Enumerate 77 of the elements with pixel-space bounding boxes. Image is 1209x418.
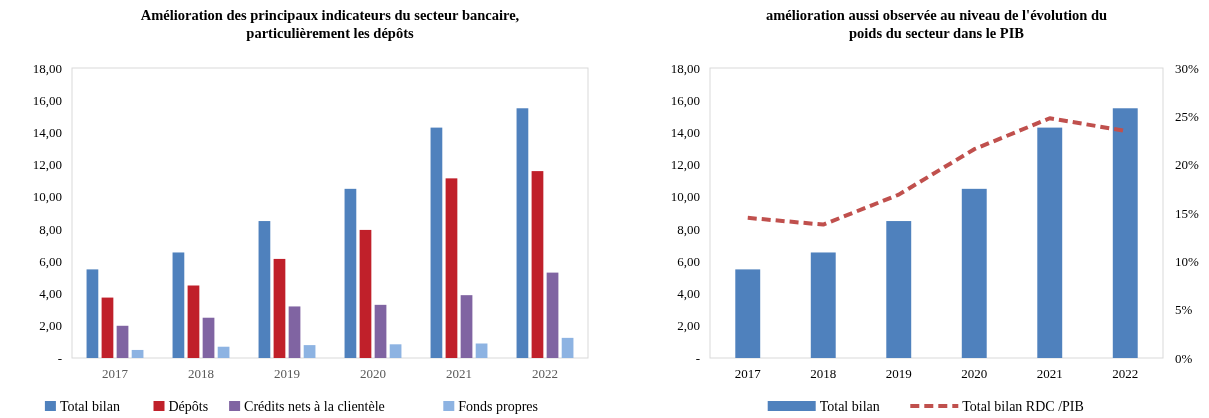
legend-label: Dépôts [168, 398, 209, 414]
y-tick-label: 12,00 [670, 157, 700, 173]
chart-title: amélioration aussi observée au niveau de l'évolution du poids du secteur dans le PIB [765, 7, 1108, 41]
y-tick-label: 2,00 [39, 318, 62, 334]
chart-title: Amélioration des principaux indicateurs du secteur bancaire, particulièrement les dépôts [140, 7, 520, 41]
x-tick-label: 2021 [446, 366, 472, 381]
y-tick-label: 18,00 [32, 60, 62, 76]
y2-tick-label: 10% [1175, 253, 1199, 269]
x-tick-label: 2017 [734, 366, 762, 381]
bar [389, 344, 402, 358]
y-tick-label: - [57, 350, 62, 366]
x-tick-label: 2018 [810, 366, 837, 381]
y-tick-label: 8,00 [39, 221, 62, 237]
y-tick-label: 2,00 [677, 318, 700, 334]
bar [202, 317, 215, 358]
y2-tick-label: 5% [1175, 302, 1193, 318]
bar [116, 325, 129, 358]
legend-label: Crédits nets à la clientèle [244, 398, 385, 414]
bar [546, 272, 559, 358]
y-tick-label: 10,00 [32, 189, 62, 205]
bar [430, 127, 443, 358]
y2-tick-label: 15% [1175, 205, 1199, 221]
y-tick-label: 16,00 [670, 92, 700, 108]
y-tick-label: 4,00 [677, 286, 700, 302]
y2-tick-label: 20% [1175, 157, 1199, 173]
y-tick-label: 8,00 [677, 221, 700, 237]
bar [735, 269, 761, 358]
legend-label: Total bilan [819, 398, 880, 414]
bar [516, 108, 529, 358]
x-tick-label: 2018 [188, 366, 214, 381]
x-tick-label: 2019 [274, 366, 300, 381]
bar [131, 349, 144, 358]
y-tick-label: 14,00 [670, 124, 700, 140]
x-tick-label: 2020 [360, 366, 386, 381]
bar [359, 229, 372, 358]
bar [561, 337, 574, 358]
x-tick-label: 2019 [885, 366, 912, 381]
y-tick-label: 4,00 [39, 286, 62, 302]
y-tick-label: 12,00 [32, 157, 62, 173]
x-tick-label: 2022 [1112, 366, 1139, 381]
bar [86, 269, 99, 358]
bar [1112, 108, 1138, 358]
y2-tick-label: 25% [1175, 108, 1199, 124]
y-tick-label: 6,00 [39, 253, 62, 269]
legend-label: Total bilan RDC /PIB [962, 398, 1084, 414]
bar [1037, 127, 1063, 358]
bar [187, 285, 200, 358]
bar [374, 304, 387, 358]
bar [288, 306, 301, 358]
bar [172, 252, 185, 358]
legend-label: Total bilan [59, 398, 120, 414]
bar [273, 258, 286, 358]
y-tick-label: 18,00 [670, 60, 700, 76]
bar [475, 343, 488, 358]
bar [303, 345, 316, 358]
y-tick-label: 6,00 [677, 253, 700, 269]
y2-tick-label: 30% [1175, 60, 1199, 76]
x-tick-label: 2022 [532, 366, 558, 381]
bar [531, 171, 544, 358]
bar [460, 295, 473, 358]
x-tick-label: 2020 [961, 366, 988, 381]
y2-tick-label: 0% [1175, 350, 1193, 366]
y-tick-label: 14,00 [32, 124, 62, 140]
bar [445, 178, 458, 358]
y-tick-label: - [695, 350, 700, 366]
bar [101, 297, 114, 358]
y-tick-label: 10,00 [670, 189, 700, 205]
x-tick-label: 2017 [102, 366, 129, 381]
bar [886, 221, 912, 358]
bar [217, 346, 230, 358]
x-tick-label: 2021 [1036, 366, 1063, 381]
bar [961, 188, 987, 358]
bar [810, 252, 836, 358]
y-tick-label: 16,00 [32, 92, 62, 108]
legend-label: Fonds propres [458, 398, 539, 414]
bar [258, 221, 271, 358]
bar [344, 188, 357, 358]
